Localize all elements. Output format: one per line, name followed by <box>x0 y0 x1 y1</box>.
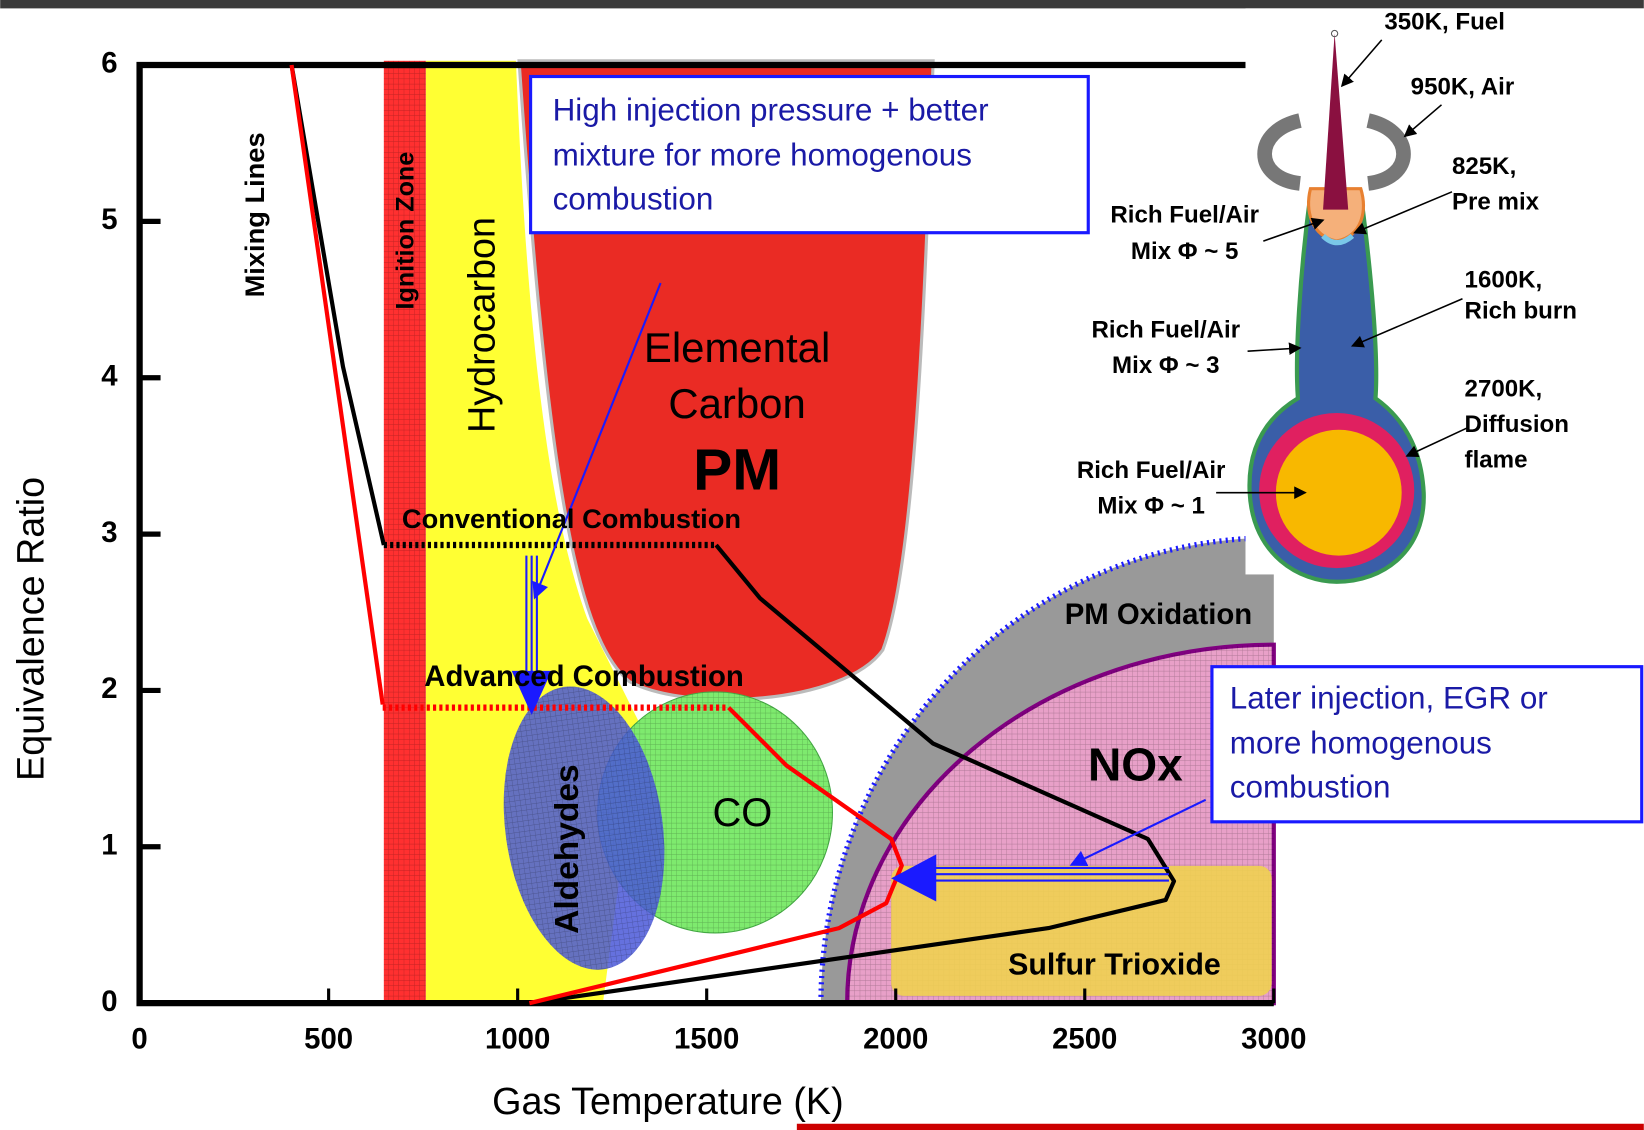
annotation: PM Oxidation <box>1065 598 1252 631</box>
inset-label: 825K, <box>1452 153 1516 180</box>
annotation: Elemental <box>644 324 830 371</box>
annotation: Advanced Combustion <box>424 660 744 693</box>
y-tick-label: 3 <box>101 516 117 549</box>
x-tick-label: 500 <box>304 1023 353 1056</box>
callout-text: combustion <box>553 182 714 217</box>
inset-label: flame <box>1465 447 1528 474</box>
annotation: Sulfur Trioxide <box>1008 948 1221 982</box>
inset-label: Rich Fuel/Air <box>1077 457 1226 484</box>
x-tick-label: 2500 <box>1052 1023 1117 1056</box>
inset-label: Mix Φ ~ 5 <box>1131 238 1239 265</box>
annotation: Ignition Zone <box>392 152 420 310</box>
annotation: CO <box>712 791 772 835</box>
y-axis-label: Equivalence Ratio <box>10 477 52 781</box>
x-tick-label: 2000 <box>863 1023 928 1056</box>
annotation: Aldehydes <box>549 764 586 934</box>
annotation: Mixing Lines <box>239 132 270 297</box>
inset-label: Rich Fuel/Air <box>1092 317 1241 344</box>
annotation: NOx <box>1088 739 1183 791</box>
x-tick-label: 1000 <box>485 1023 550 1056</box>
mixing-line <box>292 65 383 705</box>
inset-label: 1600K, <box>1465 266 1543 293</box>
inset-label: 2700K, <box>1465 375 1543 402</box>
inset-label: Diffusion <box>1465 411 1569 438</box>
callout-text: Later injection, EGR or <box>1230 681 1548 716</box>
y-tick-label: 4 <box>101 359 118 392</box>
annotation: Carbon <box>668 380 805 427</box>
inset-label: Rich Fuel/Air <box>1110 201 1259 228</box>
y-tick-label: 0 <box>101 985 117 1018</box>
y-tick-label: 2 <box>101 672 117 705</box>
y-tick-label: 1 <box>101 829 117 862</box>
callout-text: High injection pressure + better <box>553 92 989 127</box>
x-tick-label: 1500 <box>674 1023 739 1056</box>
y-tick-label: 6 <box>101 47 117 80</box>
y-tick-label: 5 <box>101 203 117 236</box>
x-axis-label: Gas Temperature (K) <box>492 1080 843 1122</box>
annotation: Conventional Combustion <box>402 503 741 534</box>
x-tick-label: 3000 <box>1241 1023 1306 1056</box>
callout-text: more homogenous <box>1230 726 1492 761</box>
page: 0 500 1000 1500 2000 2500 3000 0 1 2 3 4 5 6 Mixing L… <box>0 0 1644 1130</box>
chart: 0 500 1000 1500 2000 2500 3000 0 1 2 3 4 5 6 Mixing L… <box>0 0 1644 1130</box>
mixing-line <box>292 65 384 545</box>
inset-label: Pre mix <box>1452 189 1540 216</box>
inset-label: Rich burn <box>1465 298 1577 325</box>
callout-text: combustion <box>1230 770 1391 805</box>
inset-label: Mix Φ ~ 3 <box>1112 352 1220 379</box>
inset-label: 950K, Air <box>1411 73 1515 100</box>
callout-text: mixture for more homogenous <box>553 138 972 173</box>
x-tick-label: 0 <box>131 1023 147 1056</box>
top-bar <box>0 0 1644 8</box>
annotation: Hydrocarbon <box>460 217 502 433</box>
inset-label: Mix Φ ~ 1 <box>1097 493 1205 520</box>
inset-label: 350K, Fuel <box>1384 8 1505 35</box>
annotation: PM <box>693 437 781 502</box>
